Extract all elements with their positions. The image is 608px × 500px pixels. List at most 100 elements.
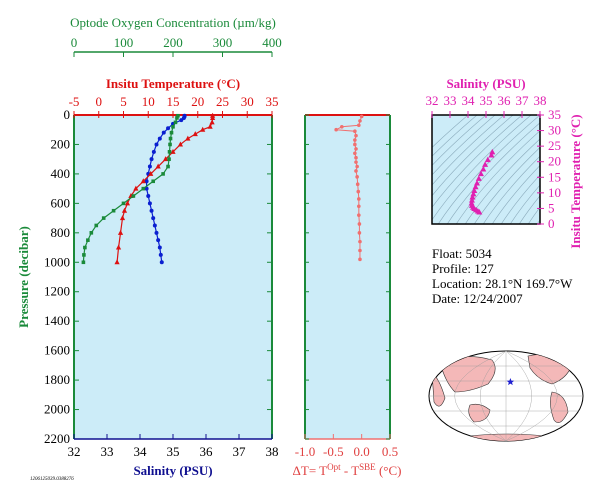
dt-tick-label: 0.5 xyxy=(382,444,398,459)
ts-temperature-tick-label: 35 xyxy=(548,107,561,122)
oxygen-point xyxy=(161,172,165,176)
ts-point xyxy=(476,208,483,215)
pressure-tick-label: 400 xyxy=(51,166,71,181)
ts-point xyxy=(472,183,479,190)
oxygen-point xyxy=(86,238,90,242)
salinity-tick-label: 38 xyxy=(266,444,279,459)
map-longitude-line xyxy=(505,350,532,442)
salinity-point xyxy=(147,201,152,206)
ts-temperature-axis-title: Insitu Temperature (°C) xyxy=(568,114,583,248)
ts-temperature-tick-label: 20 xyxy=(548,154,561,169)
south-america-landmass xyxy=(550,391,569,423)
pressure-tick-label: 0 xyxy=(64,107,71,122)
ts-point xyxy=(470,190,477,197)
ts-salinity-tick-label: 37 xyxy=(516,93,530,108)
ts-salinity-tick-label: 33 xyxy=(444,93,457,108)
pressure-tick-label: 2200 xyxy=(44,431,70,446)
temperature-point xyxy=(140,178,146,184)
temperature-point xyxy=(170,148,176,154)
dt-point xyxy=(358,248,362,253)
main-plot-background xyxy=(74,115,272,439)
oxygen-tick-label: 200 xyxy=(163,35,183,50)
pressure-tick-label: 1400 xyxy=(44,313,70,328)
density-contour-line xyxy=(558,105,608,234)
density-contour-line xyxy=(432,115,478,157)
ts-temperature-tick-label: 0 xyxy=(548,216,555,231)
salinity-point xyxy=(161,130,166,135)
oxygen-point xyxy=(131,194,136,198)
ts-point xyxy=(482,161,489,167)
australia-landmass xyxy=(468,403,491,423)
temperature-point xyxy=(200,126,206,132)
salinity-tick-label: 37 xyxy=(233,444,247,459)
ts-temperature-tick-label: 25 xyxy=(548,138,561,153)
pressure-tick-label: 600 xyxy=(51,195,71,210)
temperature-point xyxy=(209,119,215,125)
dt-point xyxy=(358,119,362,123)
dt-point xyxy=(354,133,358,138)
oxygen-tick-label: 0 xyxy=(71,35,78,50)
temperature-tick-label: -5 xyxy=(69,94,80,109)
pressure-tick-label: 1000 xyxy=(44,254,70,269)
ts-point xyxy=(489,148,496,155)
dt-point xyxy=(357,231,362,235)
density-contour-line xyxy=(500,174,540,224)
pressure-tick-label: 1600 xyxy=(44,343,70,358)
dt-point xyxy=(357,204,361,209)
asia-landmass xyxy=(439,356,496,393)
ts-point xyxy=(468,199,475,206)
dt-tick-label: 0.0 xyxy=(354,444,370,459)
oxygen-point xyxy=(151,179,155,184)
temperature-point xyxy=(148,170,154,176)
salinity-point xyxy=(166,126,171,131)
oxygen-point xyxy=(167,157,171,161)
salinity-axis-title: Salinity (PSU) xyxy=(133,463,212,478)
density-contour-line xyxy=(432,115,469,148)
salinity-tick-label: 35 xyxy=(167,444,180,459)
dt-tick-label: -0.5 xyxy=(323,444,344,459)
salinity-point xyxy=(151,149,156,154)
date-text: Date: 12/24/2007 xyxy=(432,291,523,306)
salinity-point xyxy=(144,179,149,184)
ts-salinity-tick-label: 36 xyxy=(498,93,512,108)
ts-temperature-tick-label: 30 xyxy=(548,123,561,138)
salinity-point xyxy=(154,142,159,147)
oxygen-point xyxy=(175,116,179,120)
temperature-point xyxy=(207,123,213,129)
oxygen-point xyxy=(141,186,146,191)
oxygen-tick-label: 400 xyxy=(262,35,282,50)
ts-point xyxy=(471,187,478,193)
salinity-point xyxy=(156,238,161,243)
salinity-point xyxy=(146,194,151,198)
temperature-point xyxy=(185,135,191,141)
pressure-tick-label: 2000 xyxy=(44,402,70,417)
density-contour-line xyxy=(432,115,523,208)
float-location-star xyxy=(506,377,515,386)
temperature-point xyxy=(192,131,198,137)
temperature-tick-label: 20 xyxy=(191,94,204,109)
ts-salinity-tick-label: 38 xyxy=(534,93,547,108)
temperature-point xyxy=(121,207,128,213)
salinity-point xyxy=(149,157,154,162)
float-id-text: Float: 5034 xyxy=(432,246,492,261)
ts-temperature-tick-label: 10 xyxy=(548,185,561,200)
dt-point xyxy=(355,182,360,187)
density-contour-line xyxy=(437,115,540,224)
oxygen-point xyxy=(82,253,86,257)
density-contour-line xyxy=(432,115,514,197)
density-contour-line xyxy=(455,130,540,224)
salinity-point xyxy=(157,136,162,141)
temperature-point xyxy=(124,200,131,206)
oxygen-point xyxy=(81,260,86,265)
oxygen-point xyxy=(166,164,170,169)
temperature-point xyxy=(119,215,126,221)
temperature-axis-title: Insitu Temperature (°C) xyxy=(106,76,240,91)
world-map xyxy=(428,350,584,442)
ts-point xyxy=(477,170,484,177)
dt-tick-label: -1.0 xyxy=(295,444,316,459)
density-contour-line xyxy=(446,122,540,224)
density-contour-line xyxy=(432,115,487,166)
oxygen-point xyxy=(167,150,172,154)
oxygen-point xyxy=(176,113,180,118)
